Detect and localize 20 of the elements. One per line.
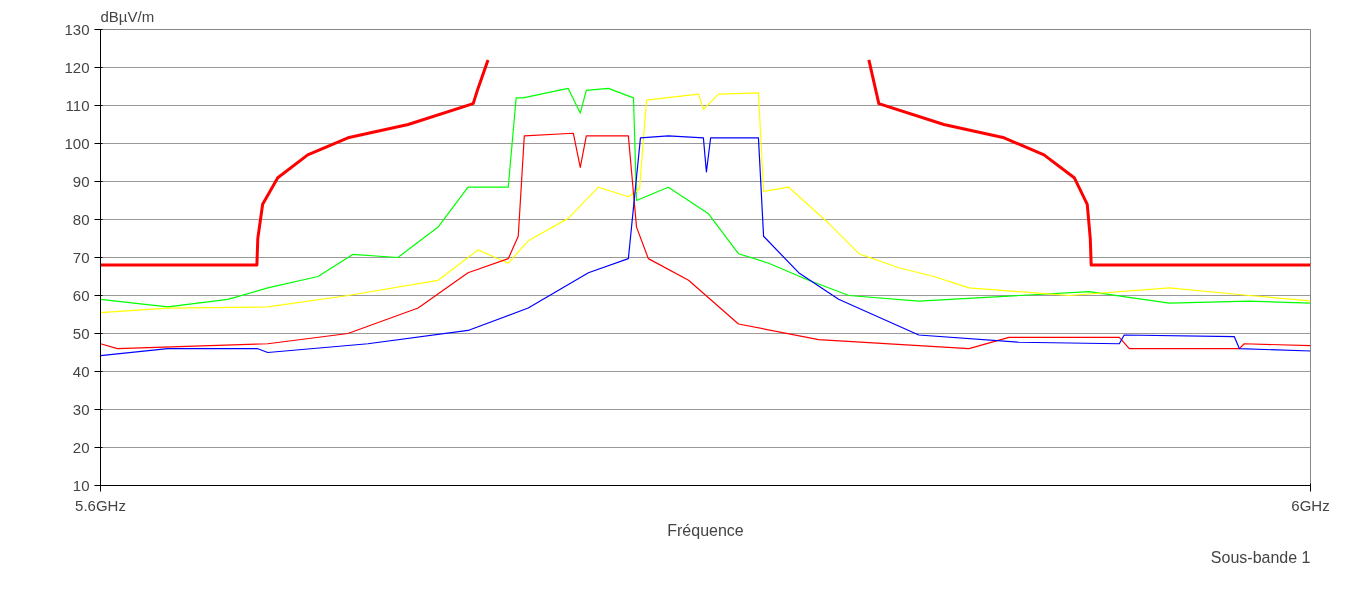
y-tick-label: 30 <box>72 400 90 418</box>
line-series <box>100 58 490 267</box>
y-tick-label: 50 <box>72 324 90 342</box>
y-tick-label: 70 <box>72 248 90 266</box>
line-series <box>867 58 1311 267</box>
y-tick-label: 110 <box>65 96 90 114</box>
y-tick-label: 10 <box>72 476 90 494</box>
x-tick-label: 6GHz <box>1291 496 1330 514</box>
y-tick-label: 40 <box>72 362 90 380</box>
x-tick-label: 5.6GHz <box>75 496 126 514</box>
y-tick-label: 20 <box>72 438 90 456</box>
y-axis-title: dBµV/m <box>100 7 155 25</box>
y-tick-label: 80 <box>72 210 90 228</box>
y-tick-label: 60 <box>72 286 90 304</box>
y-tick-label: 100 <box>64 134 90 152</box>
y-tick-label: 120 <box>64 58 90 76</box>
y-tick-label: 90 <box>72 172 90 190</box>
y-tick-label: 130 <box>64 20 90 38</box>
x-axis-title: Fréquence <box>667 521 744 539</box>
text: Sous-bande 1 <box>1210 548 1311 566</box>
